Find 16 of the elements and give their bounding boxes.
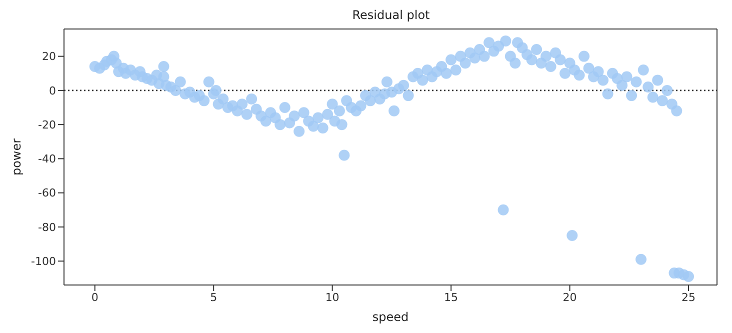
x-tick-label: 15 bbox=[444, 290, 458, 304]
x-tick-label: 20 bbox=[562, 290, 577, 304]
x-tick-label: 5 bbox=[210, 290, 218, 304]
x-tick-label: 0 bbox=[91, 290, 98, 304]
x-tick-label: 25 bbox=[682, 290, 696, 304]
y-tick-label: -60 bbox=[38, 186, 56, 200]
x-tick-label: 10 bbox=[325, 290, 340, 304]
y-tick-label: -40 bbox=[38, 152, 56, 166]
y-tick-label: -20 bbox=[38, 118, 56, 132]
chart-title: Residual plot bbox=[351, 8, 431, 24]
y-tick-label: 0 bbox=[49, 84, 56, 98]
x-axis-title: speed bbox=[372, 310, 409, 324]
y-axis-title: power bbox=[9, 138, 24, 176]
y-tick-label: -80 bbox=[38, 220, 56, 234]
y-tick-label: -100 bbox=[31, 255, 56, 268]
y-tick-label: 20 bbox=[42, 50, 56, 64]
